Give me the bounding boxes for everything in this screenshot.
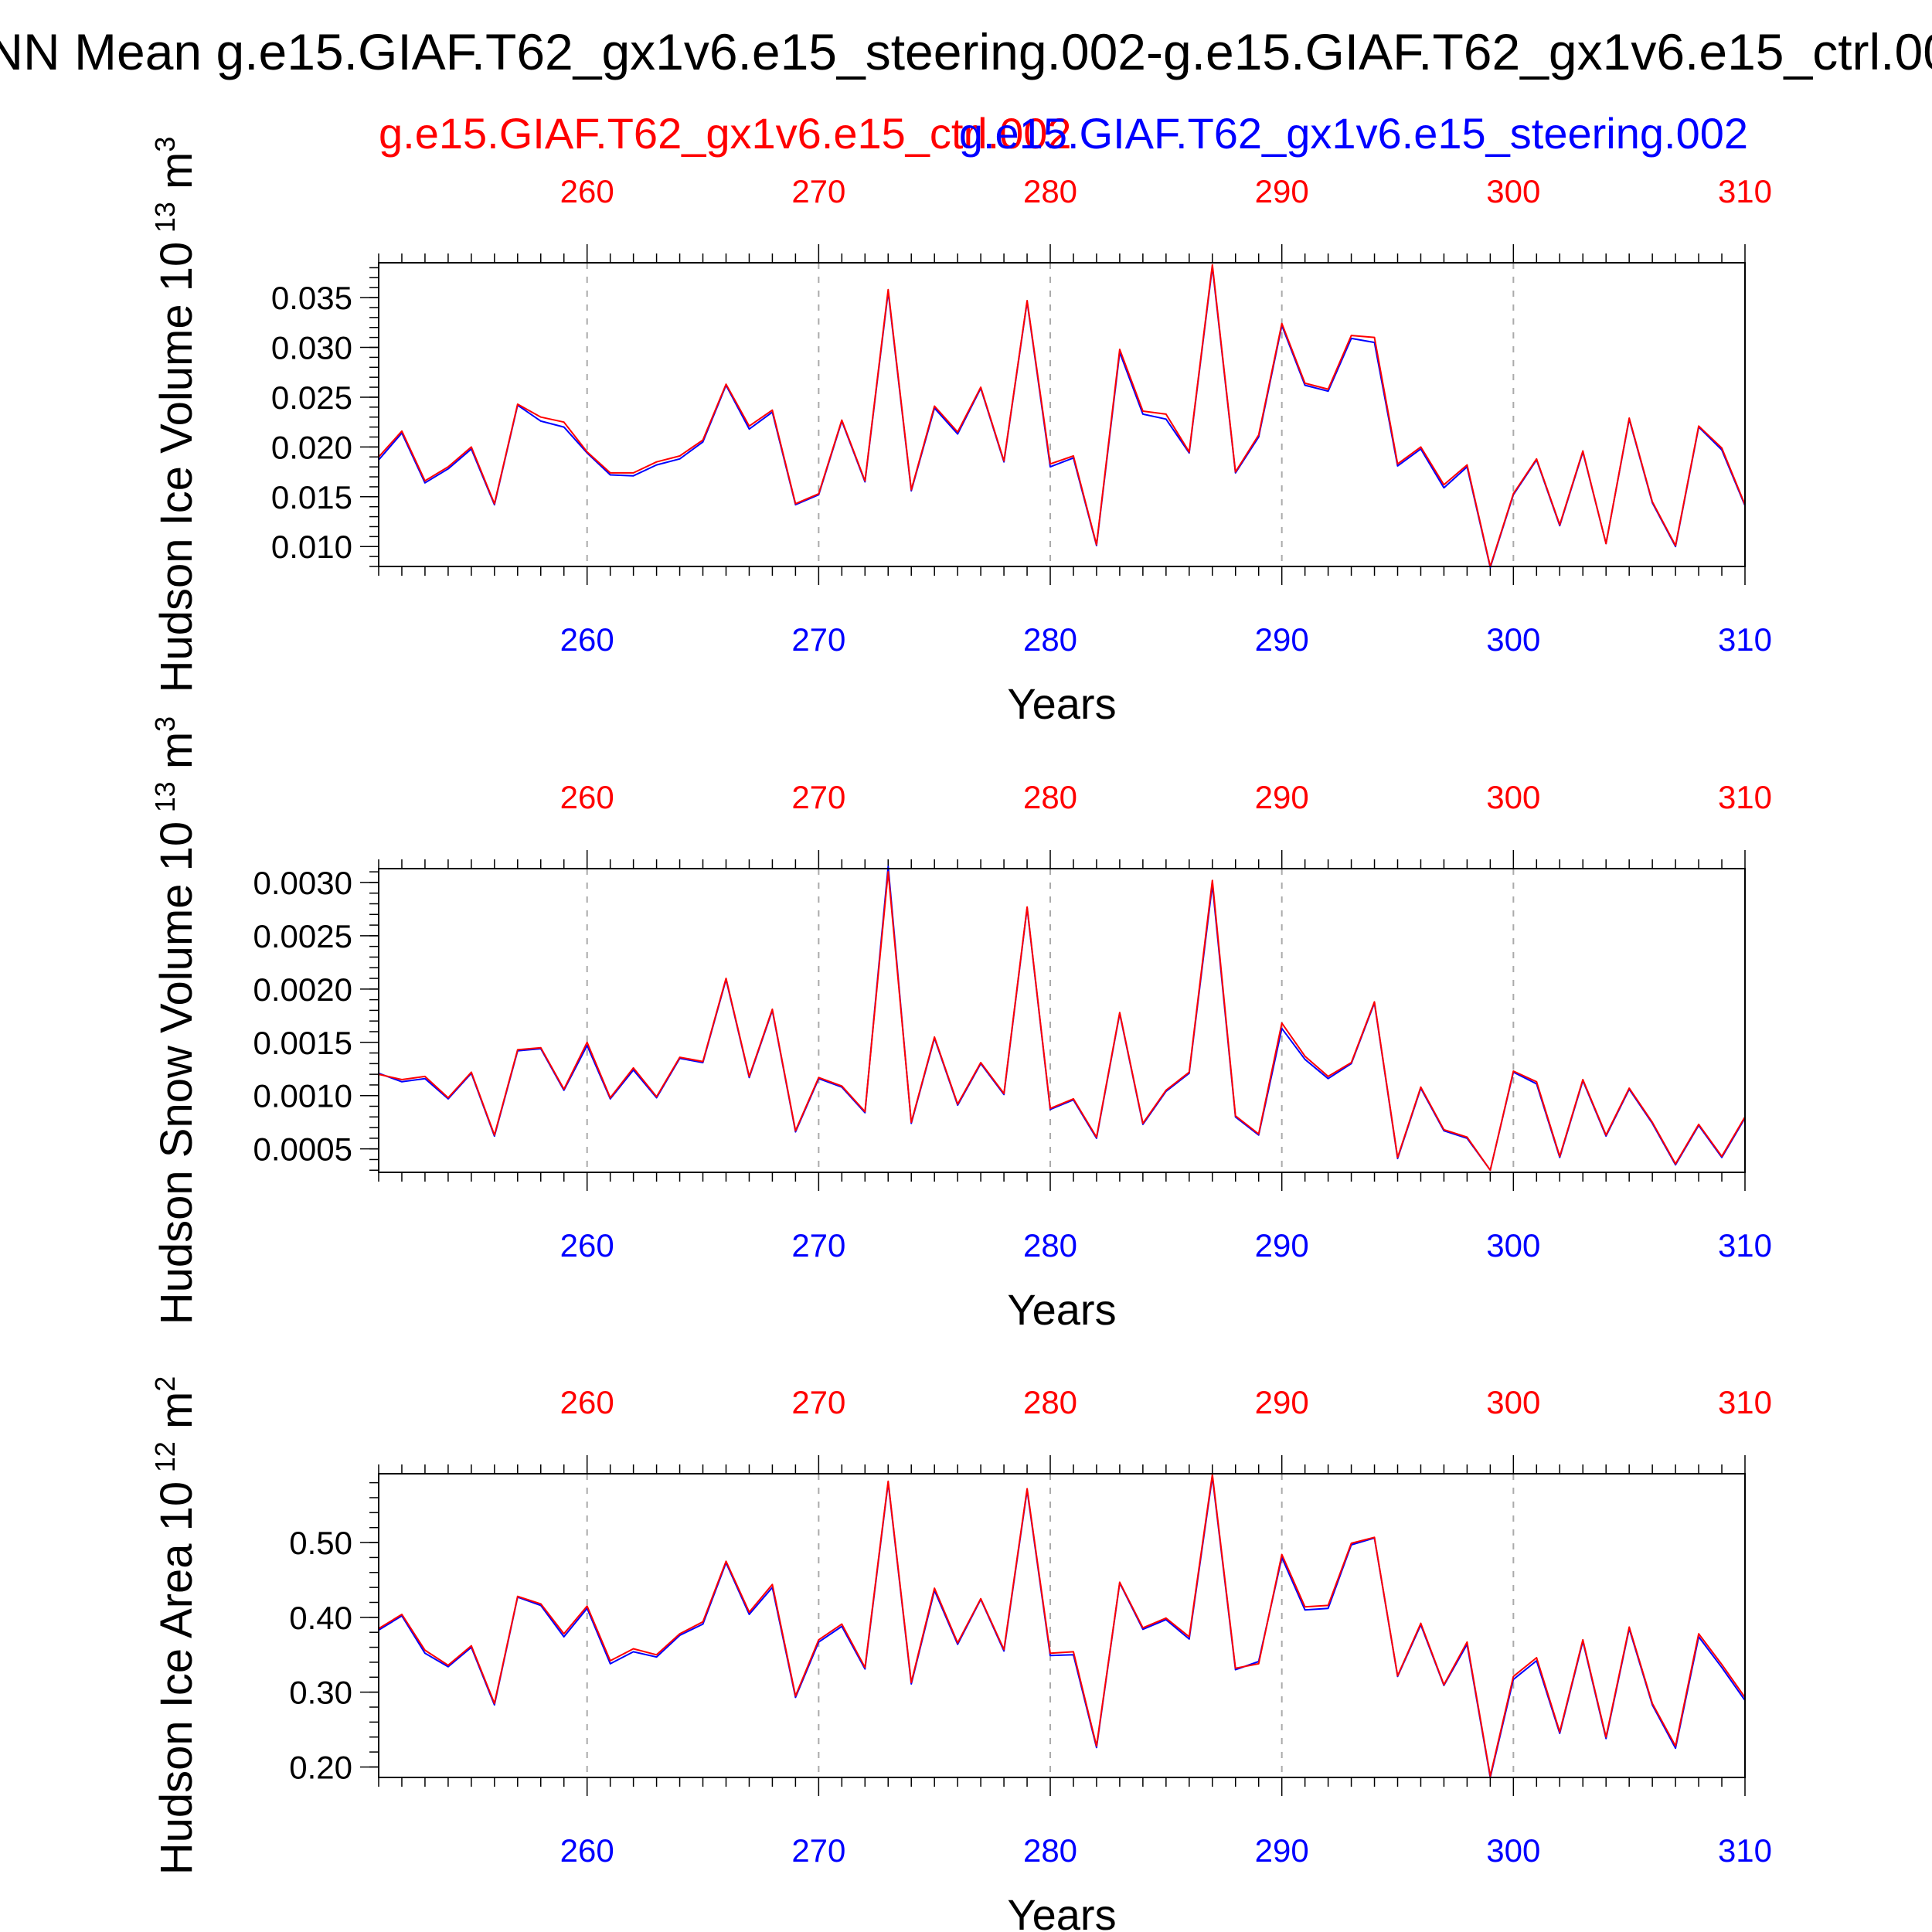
y-tick-label: 0.0030 — [253, 865, 352, 901]
series-line-ctrl — [378, 871, 1746, 1172]
x-tick-label-top: 300 — [1486, 779, 1540, 815]
x-tick-label-bottom: 280 — [1023, 1832, 1077, 1869]
y-tick-label: 0.20 — [289, 1749, 352, 1785]
x-tick-label-top: 300 — [1486, 173, 1540, 209]
x-tick-label-top: 270 — [791, 779, 845, 815]
chart-panel-3: 0.20 0.30 0.40 0.50 260 260 270 270 280 280 290 290… — [149, 1376, 1772, 1932]
x-tick-label-bottom: 310 — [1718, 1227, 1772, 1264]
series-line-steering — [378, 866, 1746, 1172]
y-tick-label: 0.025 — [271, 379, 352, 416]
plot-frame — [378, 1473, 1746, 1778]
x-tick-label-top: 310 — [1718, 173, 1772, 209]
y-tick-label: 0.0015 — [253, 1025, 352, 1061]
x-tick-label-top: 290 — [1255, 1384, 1309, 1420]
y-tick-label: 0.0025 — [253, 918, 352, 954]
y-tick-label: 0.010 — [271, 529, 352, 565]
x-tick-label-top: 300 — [1486, 1384, 1540, 1420]
y-tick-label: 0.020 — [271, 429, 352, 465]
x-tick-label-bottom: 270 — [791, 621, 845, 658]
x-tick-label-bottom: 270 — [791, 1227, 845, 1264]
plot-frame — [378, 262, 1746, 567]
x-tick-label-bottom: 260 — [560, 621, 614, 658]
x-tick-label-bottom: 280 — [1023, 1227, 1077, 1264]
x-tick-label-top: 310 — [1718, 779, 1772, 815]
y-tick-label: 0.30 — [289, 1675, 352, 1711]
y-tick-label: 0.0010 — [253, 1078, 352, 1114]
x-tick-label-top: 280 — [1023, 173, 1077, 209]
y-axis-label: Hudson Ice Volume 10 13 m3 — [149, 137, 202, 693]
x-tick-label-bottom: 300 — [1486, 621, 1540, 658]
x-tick-label-top: 270 — [791, 1384, 845, 1420]
x-tick-label-top: 290 — [1255, 173, 1309, 209]
x-tick-label-bottom: 260 — [560, 1832, 614, 1869]
y-tick-label: 0.0020 — [253, 971, 352, 1008]
y-tick-label: 0.40 — [289, 1600, 352, 1636]
x-tick-label-top: 280 — [1023, 779, 1077, 815]
series-line-steering — [378, 266, 1746, 569]
x-tick-label-top: 280 — [1023, 1384, 1077, 1420]
x-tick-label-bottom: 260 — [560, 1227, 614, 1264]
x-tick-label-top: 260 — [560, 1384, 614, 1420]
x-tick-label-top: 290 — [1255, 779, 1309, 815]
chart-title: ANN Mean g.e15.GIAF.T62_gx1v6.e15_steeri… — [0, 23, 1932, 80]
legend-ctrl: g.e15.GIAF.T62_gx1v6.e15_ctrl.002 — [379, 109, 1072, 158]
plot-frame — [378, 868, 1746, 1173]
x-tick-label-bottom: 290 — [1255, 621, 1309, 658]
x-axis-label: Years — [1007, 1285, 1116, 1334]
x-tick-label-top: 270 — [791, 173, 845, 209]
chart-panel-1: 0.010 0.015 0.020 0.025 0.030 0.035 260 260 270 2… — [149, 137, 1772, 728]
series-line-steering — [378, 1475, 1746, 1778]
x-tick-label-top: 260 — [560, 779, 614, 815]
x-tick-label-bottom: 310 — [1718, 621, 1772, 658]
x-tick-label-bottom: 300 — [1486, 1227, 1540, 1264]
series-line-ctrl — [378, 1474, 1746, 1777]
x-tick-label-bottom: 300 — [1486, 1832, 1540, 1869]
y-tick-label: 0.030 — [271, 330, 352, 366]
chart-panel-2: 0.0005 0.0010 0.0015 0.0020 0.0025 0.0030 260 2… — [149, 716, 1772, 1334]
x-tick-label-bottom: 290 — [1255, 1832, 1309, 1869]
panels: 0.010 0.015 0.020 0.025 0.030 0.035 260 260 270 2… — [149, 137, 1772, 1932]
y-tick-label: 0.50 — [289, 1525, 352, 1561]
x-tick-label-bottom: 280 — [1023, 621, 1077, 658]
series-line-ctrl — [378, 264, 1746, 567]
x-axis-label: Years — [1007, 679, 1116, 728]
x-tick-label-top: 260 — [560, 173, 614, 209]
x-tick-label-top: 310 — [1718, 1384, 1772, 1420]
y-tick-label: 0.035 — [271, 280, 352, 316]
y-axis-label: Hudson Ice Area 10 12 m2 — [149, 1376, 202, 1876]
x-tick-label-bottom: 270 — [791, 1832, 845, 1869]
x-tick-label-bottom: 310 — [1718, 1832, 1772, 1869]
y-tick-label: 0.0005 — [253, 1131, 352, 1168]
y-tick-label: 0.015 — [271, 479, 352, 515]
x-axis-label: Years — [1007, 1890, 1116, 1932]
legend-steering: g.e15.GIAF.T62_gx1v6.e15_steering.002 — [959, 109, 1748, 158]
x-tick-label-bottom: 290 — [1255, 1227, 1309, 1264]
y-axis-label: Hudson Snow Volume 10 13 m3 — [149, 716, 202, 1325]
